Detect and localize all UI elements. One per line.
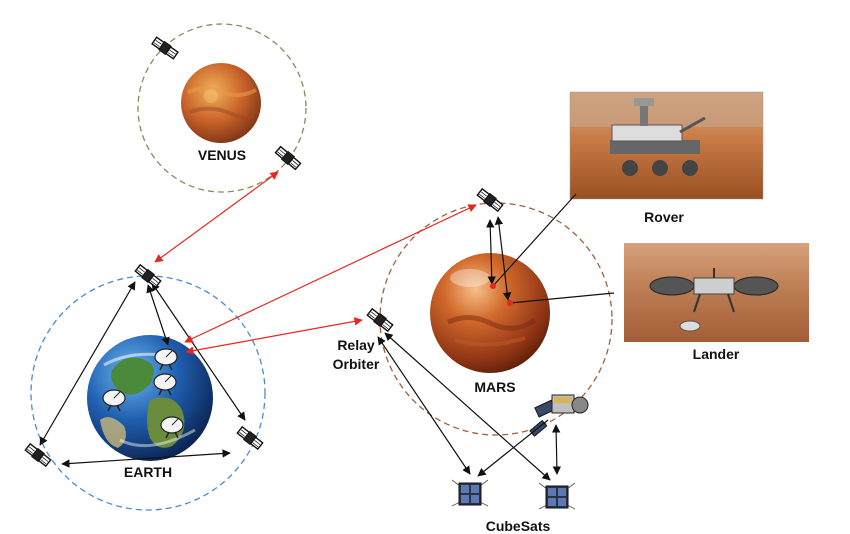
- rover-image: [569, 91, 764, 200]
- lander-image: [624, 243, 809, 342]
- cubesat-icon: [538, 482, 576, 510]
- mars-spacecraft-icon: [529, 394, 589, 437]
- lander-label: Lander: [693, 346, 740, 362]
- rover-label: Rover: [644, 209, 684, 225]
- earth-satellite-icon: [23, 442, 53, 468]
- cubesat-icon: [451, 479, 489, 507]
- lander-location-dot: [507, 300, 513, 306]
- venus-label: VENUS: [198, 147, 246, 163]
- mars-label: MARS: [474, 379, 515, 395]
- earth-satellite-icon: [235, 425, 265, 451]
- relay-orbiter-label-line2: Orbiter: [333, 356, 380, 372]
- venus-satellite-icon: [150, 35, 180, 61]
- earth-label: EARTH: [124, 464, 172, 480]
- venus-planet: [181, 63, 261, 143]
- rover-location-dot: [490, 283, 496, 289]
- red-links: [154, 171, 477, 355]
- mars-planet: [430, 253, 550, 373]
- cubesats-label: CubeSats: [486, 518, 551, 534]
- mars-satellite-icon: [475, 187, 505, 213]
- venus-satellite-icon: [274, 145, 302, 171]
- relay-orbiter-label-line1: Relay: [337, 337, 375, 353]
